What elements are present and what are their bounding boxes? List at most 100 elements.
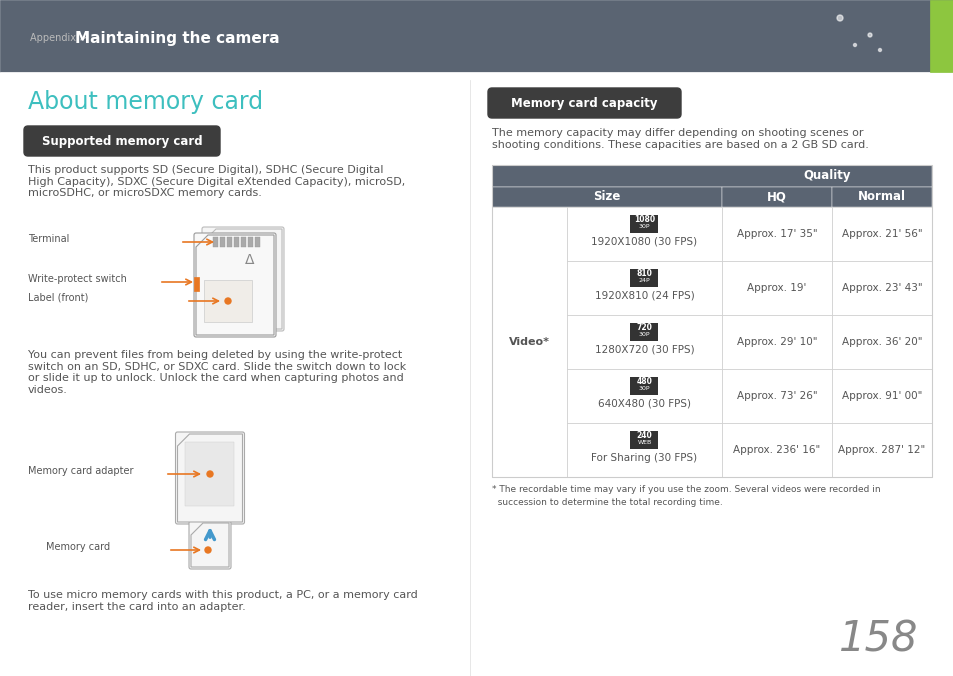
FancyBboxPatch shape bbox=[189, 521, 231, 569]
Polygon shape bbox=[191, 523, 229, 567]
Bar bbox=[831, 207, 931, 261]
Text: * The recordable time may vary if you use the zoom. Several videos were recorded: * The recordable time may vary if you us… bbox=[492, 485, 880, 494]
Text: The memory capacity may differ depending on shooting scenes or
shooting conditio: The memory capacity may differ depending… bbox=[492, 128, 868, 149]
Text: Approx. 19': Approx. 19' bbox=[746, 283, 806, 293]
Bar bbox=[492, 165, 931, 187]
FancyBboxPatch shape bbox=[488, 88, 680, 118]
Text: Video*: Video* bbox=[509, 337, 550, 347]
Polygon shape bbox=[195, 235, 274, 335]
Bar bbox=[193, 277, 199, 291]
Text: This product supports SD (Secure Digital), SDHC (Secure Digital
High Capacity), : This product supports SD (Secure Digital… bbox=[28, 165, 405, 198]
Text: Terminal: Terminal bbox=[28, 234, 70, 244]
FancyBboxPatch shape bbox=[24, 126, 220, 156]
Text: 24P: 24P bbox=[638, 279, 650, 283]
Bar bbox=[721, 315, 831, 369]
Text: Quality: Quality bbox=[802, 170, 850, 183]
Text: Label (front): Label (front) bbox=[28, 293, 89, 303]
Circle shape bbox=[867, 33, 871, 37]
Text: 30P: 30P bbox=[639, 387, 650, 391]
Text: Approx. 287' 12": Approx. 287' 12" bbox=[838, 445, 924, 455]
Text: 240: 240 bbox=[636, 431, 652, 441]
Bar bbox=[0, 0, 953, 72]
Bar bbox=[721, 369, 831, 423]
Bar bbox=[831, 423, 931, 477]
Bar bbox=[241, 237, 246, 247]
Text: Appendix >: Appendix > bbox=[30, 33, 91, 43]
Text: Memory card capacity: Memory card capacity bbox=[511, 97, 657, 110]
Text: You can prevent files from being deleted by using the write-protect
switch on an: You can prevent files from being deleted… bbox=[28, 350, 406, 395]
Bar bbox=[630, 269, 658, 287]
Text: Approx. 23' 43": Approx. 23' 43" bbox=[841, 283, 922, 293]
Text: 480: 480 bbox=[636, 377, 652, 387]
Bar bbox=[721, 261, 831, 315]
Text: 1920X810 (24 FPS): 1920X810 (24 FPS) bbox=[594, 291, 694, 301]
Bar bbox=[566, 423, 721, 477]
Bar bbox=[213, 237, 218, 247]
Text: Approx. 73' 26": Approx. 73' 26" bbox=[736, 391, 817, 401]
Polygon shape bbox=[177, 434, 242, 522]
Text: To use micro memory cards with this product, a PC, or a memory card
reader, inse: To use micro memory cards with this prod… bbox=[28, 590, 417, 612]
Bar bbox=[185, 442, 234, 506]
Text: 30P: 30P bbox=[639, 224, 650, 229]
Text: For Sharing (30 FPS): For Sharing (30 FPS) bbox=[591, 453, 697, 463]
Bar bbox=[248, 237, 253, 247]
Bar bbox=[929, 0, 953, 72]
Circle shape bbox=[207, 471, 213, 477]
Circle shape bbox=[205, 547, 211, 553]
Bar bbox=[831, 369, 931, 423]
Text: 1280X720 (30 FPS): 1280X720 (30 FPS) bbox=[594, 345, 694, 355]
Text: WEB: WEB bbox=[637, 441, 651, 445]
Text: 720: 720 bbox=[636, 324, 652, 333]
Bar bbox=[721, 207, 831, 261]
Text: Maintaining the camera: Maintaining the camera bbox=[75, 30, 279, 45]
Text: 1080: 1080 bbox=[634, 216, 655, 224]
Text: Approx. 29' 10": Approx. 29' 10" bbox=[736, 337, 817, 347]
Text: 158: 158 bbox=[838, 618, 917, 660]
Text: Size: Size bbox=[593, 191, 620, 203]
Text: Approx. 21' 56": Approx. 21' 56" bbox=[841, 229, 922, 239]
Text: HQ: HQ bbox=[766, 191, 786, 203]
Text: Memory card: Memory card bbox=[46, 542, 110, 552]
Bar bbox=[566, 315, 721, 369]
FancyBboxPatch shape bbox=[202, 227, 284, 331]
Bar bbox=[204, 280, 252, 322]
Bar bbox=[492, 187, 721, 207]
Text: Approx. 36' 20": Approx. 36' 20" bbox=[841, 337, 922, 347]
Bar bbox=[227, 237, 232, 247]
Text: succession to determine the total recording time.: succession to determine the total record… bbox=[492, 498, 722, 507]
Bar bbox=[492, 207, 566, 477]
Bar bbox=[566, 207, 721, 261]
Text: 1920X1080 (30 FPS): 1920X1080 (30 FPS) bbox=[591, 237, 697, 247]
Bar bbox=[220, 237, 225, 247]
Bar bbox=[233, 237, 239, 247]
Text: Approx. 17' 35": Approx. 17' 35" bbox=[736, 229, 817, 239]
Text: Normal: Normal bbox=[857, 191, 905, 203]
Bar bbox=[630, 377, 658, 395]
Text: 810: 810 bbox=[636, 270, 652, 279]
Text: 640X480 (30 FPS): 640X480 (30 FPS) bbox=[598, 399, 690, 409]
Circle shape bbox=[853, 43, 856, 47]
Bar bbox=[630, 323, 658, 341]
Text: Supported memory card: Supported memory card bbox=[42, 135, 202, 147]
Bar bbox=[721, 423, 831, 477]
Bar bbox=[831, 315, 931, 369]
Text: 30P: 30P bbox=[639, 333, 650, 337]
Circle shape bbox=[878, 49, 881, 51]
Text: Approx. 236' 16": Approx. 236' 16" bbox=[733, 445, 820, 455]
Bar bbox=[630, 215, 658, 233]
FancyBboxPatch shape bbox=[193, 233, 275, 337]
Bar bbox=[254, 237, 260, 247]
Bar bbox=[721, 187, 831, 207]
Bar bbox=[492, 165, 931, 477]
Bar bbox=[566, 369, 721, 423]
Bar bbox=[630, 431, 658, 449]
Circle shape bbox=[225, 298, 231, 304]
Bar bbox=[831, 261, 931, 315]
Bar bbox=[566, 261, 721, 315]
Circle shape bbox=[836, 15, 842, 21]
Text: Δ: Δ bbox=[245, 253, 254, 267]
Text: Approx. 91' 00": Approx. 91' 00" bbox=[841, 391, 922, 401]
FancyBboxPatch shape bbox=[175, 432, 244, 524]
Bar bbox=[831, 187, 931, 207]
Polygon shape bbox=[204, 229, 282, 329]
